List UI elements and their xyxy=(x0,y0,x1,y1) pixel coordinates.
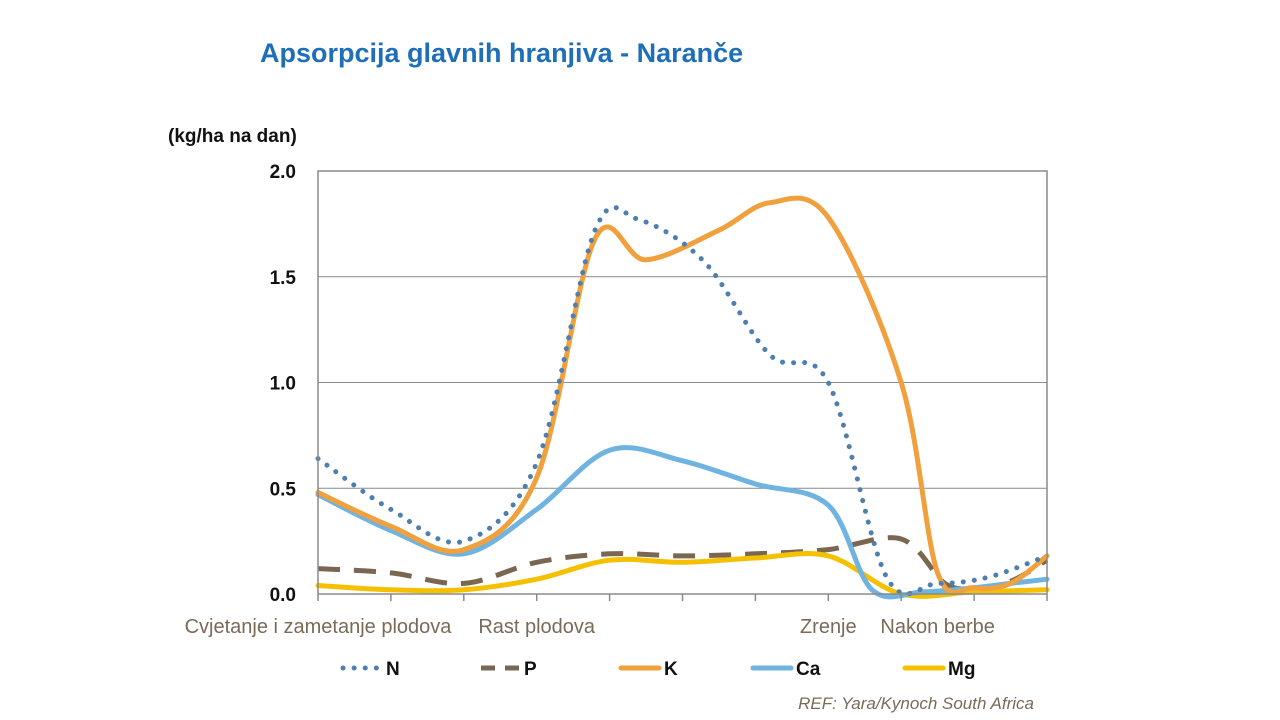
legend-label-p: P xyxy=(524,659,537,680)
x-category-labels: Cvjetanje i zametanje plodova Rast plodov… xyxy=(185,616,995,638)
gridlines xyxy=(318,170,1047,489)
x-category-label: Rast plodova xyxy=(478,616,596,638)
reference-note: REF: Yara/Kynoch South Africa xyxy=(798,694,1034,713)
y-axis-unit-label: (kg/ha na dan) xyxy=(168,126,297,147)
series-line-k xyxy=(315,195,1050,595)
x-category-label: Zrenje xyxy=(800,616,857,638)
series-line-p xyxy=(317,535,1049,592)
y-tick-labels: 0.0 0.5 1.0 1.5 2.0 xyxy=(270,162,297,606)
y-tick-label: 1.0 xyxy=(270,374,296,395)
legend-label-mg: Mg xyxy=(948,659,975,680)
series-line-mg xyxy=(315,551,1050,599)
series-lines xyxy=(315,195,1050,600)
legend-label-ca: Ca xyxy=(796,659,821,680)
x-category-label: Cvjetanje i zametanje plodova xyxy=(185,616,453,638)
legend-label-k: K xyxy=(664,659,678,680)
y-tick-label: 0.0 xyxy=(270,585,296,606)
y-tick-label: 2.0 xyxy=(270,162,296,183)
y-tick-label: 0.5 xyxy=(270,479,297,500)
x-category-label: Nakon berbe xyxy=(880,616,995,638)
series-line-n xyxy=(315,204,1050,597)
y-tick-label: 1.5 xyxy=(270,268,297,289)
legend: N P K Ca Mg xyxy=(340,659,975,680)
chart-title: Apsorpcija glavnih hranjiva - Naranče xyxy=(260,38,744,68)
legend-label-n: N xyxy=(386,659,400,680)
x-axis-ticks xyxy=(317,594,1048,601)
